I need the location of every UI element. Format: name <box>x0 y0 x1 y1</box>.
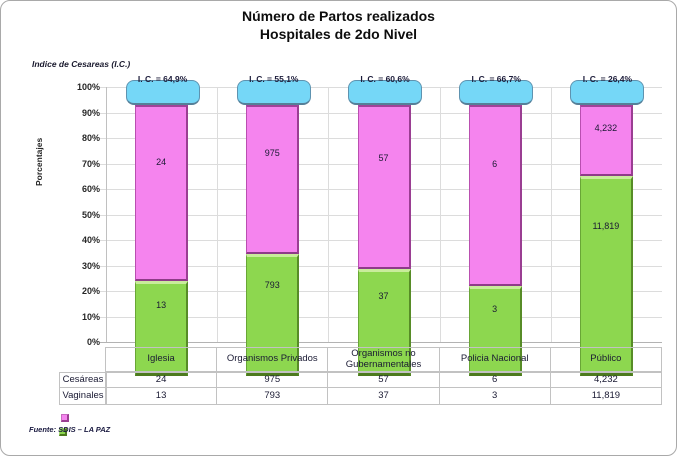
table-value-vaginales: 793 <box>216 387 329 405</box>
table-value-vaginales: 11,819 <box>549 387 662 405</box>
ic-callout-3: I. C. = 60,6% <box>348 74 422 105</box>
ic-callout-label: I. C. = 64,9% <box>137 74 188 84</box>
y-tick-label: 60% <box>81 184 100 194</box>
legend-swatch-vaginales <box>59 428 67 436</box>
segment-cesareas-organismos-no-gubernamentales: 57 <box>357 105 411 269</box>
segment-vaginales-iglesia: 13 <box>135 281 189 376</box>
bar-value-label-cesareas: 4,232 <box>594 123 618 134</box>
table-category-cell: Organismos Privados <box>216 347 329 372</box>
table-category-cell: Organismos no Gubernamentales <box>327 347 440 372</box>
segment-cesareas-policia-nacional: 6 <box>468 105 522 286</box>
y-axis-line <box>106 87 107 342</box>
table-value-cesareas: 57 <box>327 372 440 388</box>
gridline-vertical <box>217 87 219 342</box>
ic-callout-label: I. C. = 60,6% <box>360 74 410 84</box>
bar-organismos-no-gubernamentales: 57 37 <box>357 105 411 376</box>
bar-value-label-vaginales: 37 <box>378 291 389 302</box>
table-row-label-cesareas: Cesáreas <box>59 372 107 388</box>
table-value-cesareas: 24 <box>105 372 218 388</box>
segment-vaginales-policia-nacional: 3 <box>468 286 522 376</box>
cesarean-index-note: Indice de Cesareas (I.C.) <box>32 59 131 69</box>
table-value-cesareas: 6 <box>438 372 551 388</box>
segment-vaginales-organismos-privados: 793 <box>246 254 300 376</box>
source-note: Fuente: SDIS – LA PAZ <box>29 425 111 434</box>
table-category-cell: Iglesia <box>105 347 218 372</box>
bar-value-label-vaginales: 793 <box>264 279 280 290</box>
table-category-cell: Público <box>549 347 662 372</box>
bar-iglesia: 24 13 <box>135 105 189 376</box>
table-value-vaginales: 3 <box>438 387 551 405</box>
ic-callout-label: I. C. = 55,1% <box>249 74 299 84</box>
bar-value-label-cesareas: 975 <box>264 148 280 159</box>
ic-callout-5: I. C. = 26,4% <box>570 74 645 105</box>
y-tick-label: 30% <box>81 260 100 271</box>
y-tick-label: 0% <box>86 337 100 347</box>
ic-callout-1: I. C. = 64,9% <box>125 74 200 105</box>
y-tick-label: 10% <box>81 311 100 322</box>
chart-title-line1: Número de Partos realizados <box>242 8 435 24</box>
y-tick-label: 20% <box>81 286 100 296</box>
bar-value-label-vaginales: 3 <box>492 304 498 315</box>
segment-vaginales-publico: 11,819 <box>579 176 633 376</box>
y-tick-label: 70% <box>81 158 100 169</box>
y-tick-label: 80% <box>81 133 100 143</box>
bar-value-label-cesareas: 6 <box>492 158 498 169</box>
segment-cesareas-organismos-privados: 975 <box>246 105 300 254</box>
ic-callout-label: I. C. = 26,4% <box>582 74 633 84</box>
bar-value-label-vaginales: 11,819 <box>592 220 620 231</box>
y-axis-title: Porcentajes <box>34 137 44 186</box>
ic-callout-4: I. C. = 66,7% <box>459 74 534 105</box>
segment-vaginales-organismos-no-gubernamentales: 37 <box>357 269 411 376</box>
table-value-vaginales: 37 <box>327 387 440 405</box>
bar-organismos-privados: 975 793 <box>246 105 300 376</box>
bar-value-label-vaginales: 13 <box>156 300 167 311</box>
gridline-vertical <box>328 87 330 342</box>
ic-callout-2: I. C. = 55,1% <box>236 74 311 105</box>
segment-cesareas-iglesia: 24 <box>135 105 189 281</box>
table-value-cesareas: 4,232 <box>549 372 662 388</box>
table-category-cell: Policia Nacional <box>438 347 551 372</box>
table-value-cesareas: 975 <box>216 372 329 388</box>
y-tick-label: 40% <box>81 235 100 245</box>
bar-value-label-cesareas: 57 <box>378 153 389 164</box>
y-tick-label: 50% <box>81 209 100 220</box>
gridline-vertical <box>550 87 552 342</box>
y-tick-label: 100% <box>76 82 100 92</box>
bar-value-label-cesareas: 24 <box>156 157 167 168</box>
legend-swatch-cesareas <box>61 414 69 422</box>
bar-publico: 4,232 11,819 <box>579 105 633 376</box>
ic-callout-label: I. C. = 66,7% <box>471 74 521 84</box>
y-tick-label: 90% <box>81 107 100 118</box>
chart-title-line2: Hospitales de 2do Nivel <box>259 26 418 42</box>
table-row-label-vaginales: Vaginales <box>59 387 107 405</box>
table-value-vaginales: 13 <box>105 387 218 405</box>
gridline-vertical <box>439 87 441 342</box>
segment-cesareas-publico: 4,232 <box>579 105 633 176</box>
